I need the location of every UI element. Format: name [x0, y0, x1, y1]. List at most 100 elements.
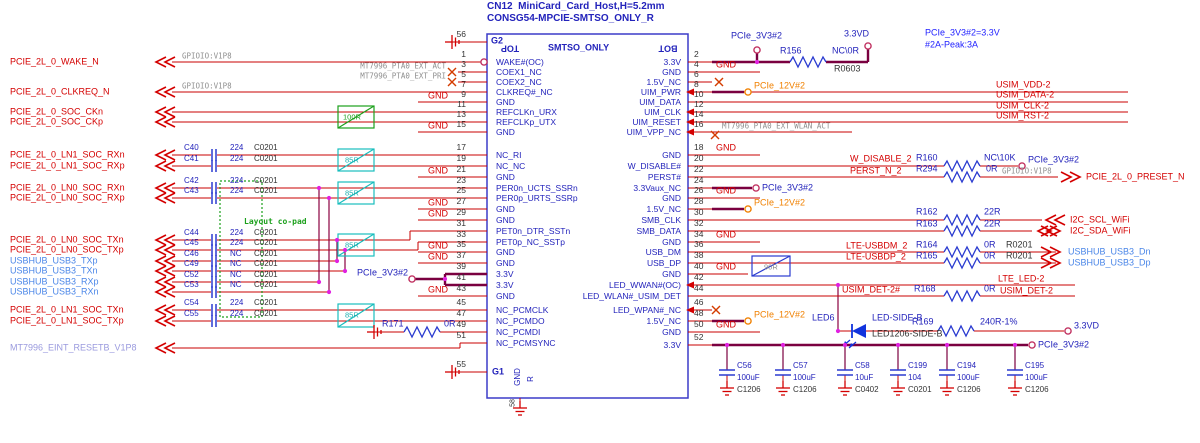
net-label: 90R	[764, 262, 778, 272]
net-label: GND	[428, 251, 448, 262]
pin-name: 3.3V	[496, 268, 514, 279]
resistor-symbol-icon	[943, 214, 981, 226]
net-label: PCIE_2L_0_LN0_SOC_RXp	[10, 192, 125, 203]
cap-footprint: C0201	[254, 176, 278, 185]
pin-number: 11	[457, 98, 466, 109]
cap-refdes: C42	[184, 176, 199, 185]
cap-value: 224	[230, 228, 244, 237]
pin-number: 46	[694, 296, 704, 307]
capacitor-symbol-icon	[836, 369, 854, 376]
pin-number: 45	[456, 296, 466, 307]
pin-number: 18	[694, 141, 704, 152]
power-flag-icon	[480, 58, 488, 66]
capacitor-symbol-icon	[211, 314, 217, 328]
pin-number: 17	[456, 141, 466, 152]
capacitor-symbol-icon	[211, 303, 217, 317]
net-label: LED-SIDE-B	[872, 312, 923, 323]
wire-arrow-icon	[686, 281, 694, 289]
impedance-box	[337, 303, 375, 328]
capacitor-symbol-icon	[211, 191, 217, 205]
cap-footprint: C0201	[254, 309, 278, 318]
no-connect-icon	[447, 67, 457, 77]
pin-name: GND	[496, 96, 515, 107]
pin-number: 36	[694, 238, 704, 249]
net-label: R171	[382, 318, 404, 329]
net-label: GND	[716, 261, 736, 272]
net-label: 0R	[986, 163, 998, 174]
offpage-chevron-right-icon	[1040, 225, 1061, 237]
cap-footprint: C0201	[254, 249, 278, 258]
junction-dot	[316, 185, 322, 191]
pin-number: 35	[456, 238, 466, 249]
junction-dot	[342, 268, 348, 274]
pin-name: USB_DM	[645, 246, 681, 257]
net-label: GND	[428, 208, 448, 219]
cap-footprint: C0201	[254, 154, 278, 163]
pin-name: UIM_VPP_NC	[626, 126, 681, 137]
pin-name: NC_RI	[496, 149, 522, 160]
junction-dot	[842, 342, 848, 348]
pin-number: 32	[694, 217, 704, 228]
net-label: R164	[916, 239, 938, 250]
junction-dot	[835, 282, 841, 288]
pin-name: GND	[662, 66, 681, 77]
cap-footprint: C0201	[254, 298, 278, 307]
net-label: PCIE_2L_0_SOC_CKp	[10, 116, 104, 127]
net-label: 3.3VD	[844, 28, 870, 39]
pin-name: GND	[496, 257, 515, 268]
net-label: LTE-USBDP_2	[846, 251, 906, 262]
net-label: GPIOIO:V1P8	[1002, 166, 1052, 176]
pin-number: 31	[456, 217, 466, 228]
cap-refdes: C194	[957, 361, 977, 370]
power-flag-icon	[744, 205, 752, 213]
cap-value: 100uF	[1025, 373, 1048, 382]
cap-refdes: C41	[184, 154, 199, 163]
net-label: G1	[492, 366, 505, 377]
net-label: 0R	[444, 318, 456, 329]
net-label: MT7996_PTA0_EXT_ACT	[360, 61, 446, 71]
cap-footprint: C0201	[908, 385, 932, 394]
net-label: PCIE_2L_0_SOC_CKn	[10, 106, 104, 117]
net-label: TOP	[500, 43, 520, 54]
net-label: GND	[716, 185, 736, 196]
cap-footprint: C0201	[254, 270, 278, 279]
capacitor-symbol-icon	[211, 243, 217, 257]
net-label: LED1206-SIDE-B	[872, 328, 943, 339]
net-label: USIM_DET-2	[1000, 285, 1054, 296]
cap-refdes: C46	[184, 249, 199, 258]
cap-value: NC	[230, 280, 242, 289]
net-label: PCIe_12V#2	[754, 197, 806, 208]
impedance-box	[219, 180, 263, 318]
pin-name: UIM_RESET	[632, 116, 681, 127]
net-label: PCIE_2L_0_LN1_SOC_TXn	[10, 304, 124, 315]
cap-footprint: C0201	[254, 228, 278, 237]
pin-name: 3.3V	[663, 339, 682, 350]
pin-name: PET0n_DTR_SSTn	[496, 225, 571, 236]
net-label: PCIE_2L_0_LN1_SOC_TXp	[10, 315, 124, 326]
cap-footprint: C0201	[254, 280, 278, 289]
resistor-symbol-icon	[403, 326, 441, 338]
pin-number: 26	[694, 184, 704, 195]
junction-dot	[724, 342, 730, 348]
pin-number: 20	[694, 152, 704, 163]
net-label: R168	[914, 283, 936, 294]
net-label: R165	[916, 250, 938, 261]
net-label: 22R	[984, 206, 1001, 217]
net-label: PCIE_2L_0_LN0_SOC_TXn	[10, 234, 124, 245]
pin-name: LED_WLAN#_USIM_DET	[582, 290, 681, 301]
net-label: R169	[912, 316, 934, 327]
power-flag-icon	[1064, 327, 1072, 335]
resistor-symbol-icon	[943, 246, 981, 258]
net-label: GND	[716, 142, 736, 153]
net-label: I2C_SCL_WiFi	[1070, 214, 1130, 225]
impedance-boxes-layer	[219, 105, 791, 328]
resistor-symbol-icon	[943, 257, 981, 269]
wire-arrow-icon	[686, 306, 694, 314]
junction-dot	[326, 195, 332, 201]
net-label: USIM_DET-2#	[842, 284, 901, 295]
net-label: R0201	[1006, 239, 1033, 250]
pin-name: SMB_CLK	[641, 214, 681, 225]
capacitor-symbol-icon	[1006, 369, 1024, 376]
pin-number: 56	[456, 28, 466, 39]
impedance-box	[337, 148, 375, 172]
